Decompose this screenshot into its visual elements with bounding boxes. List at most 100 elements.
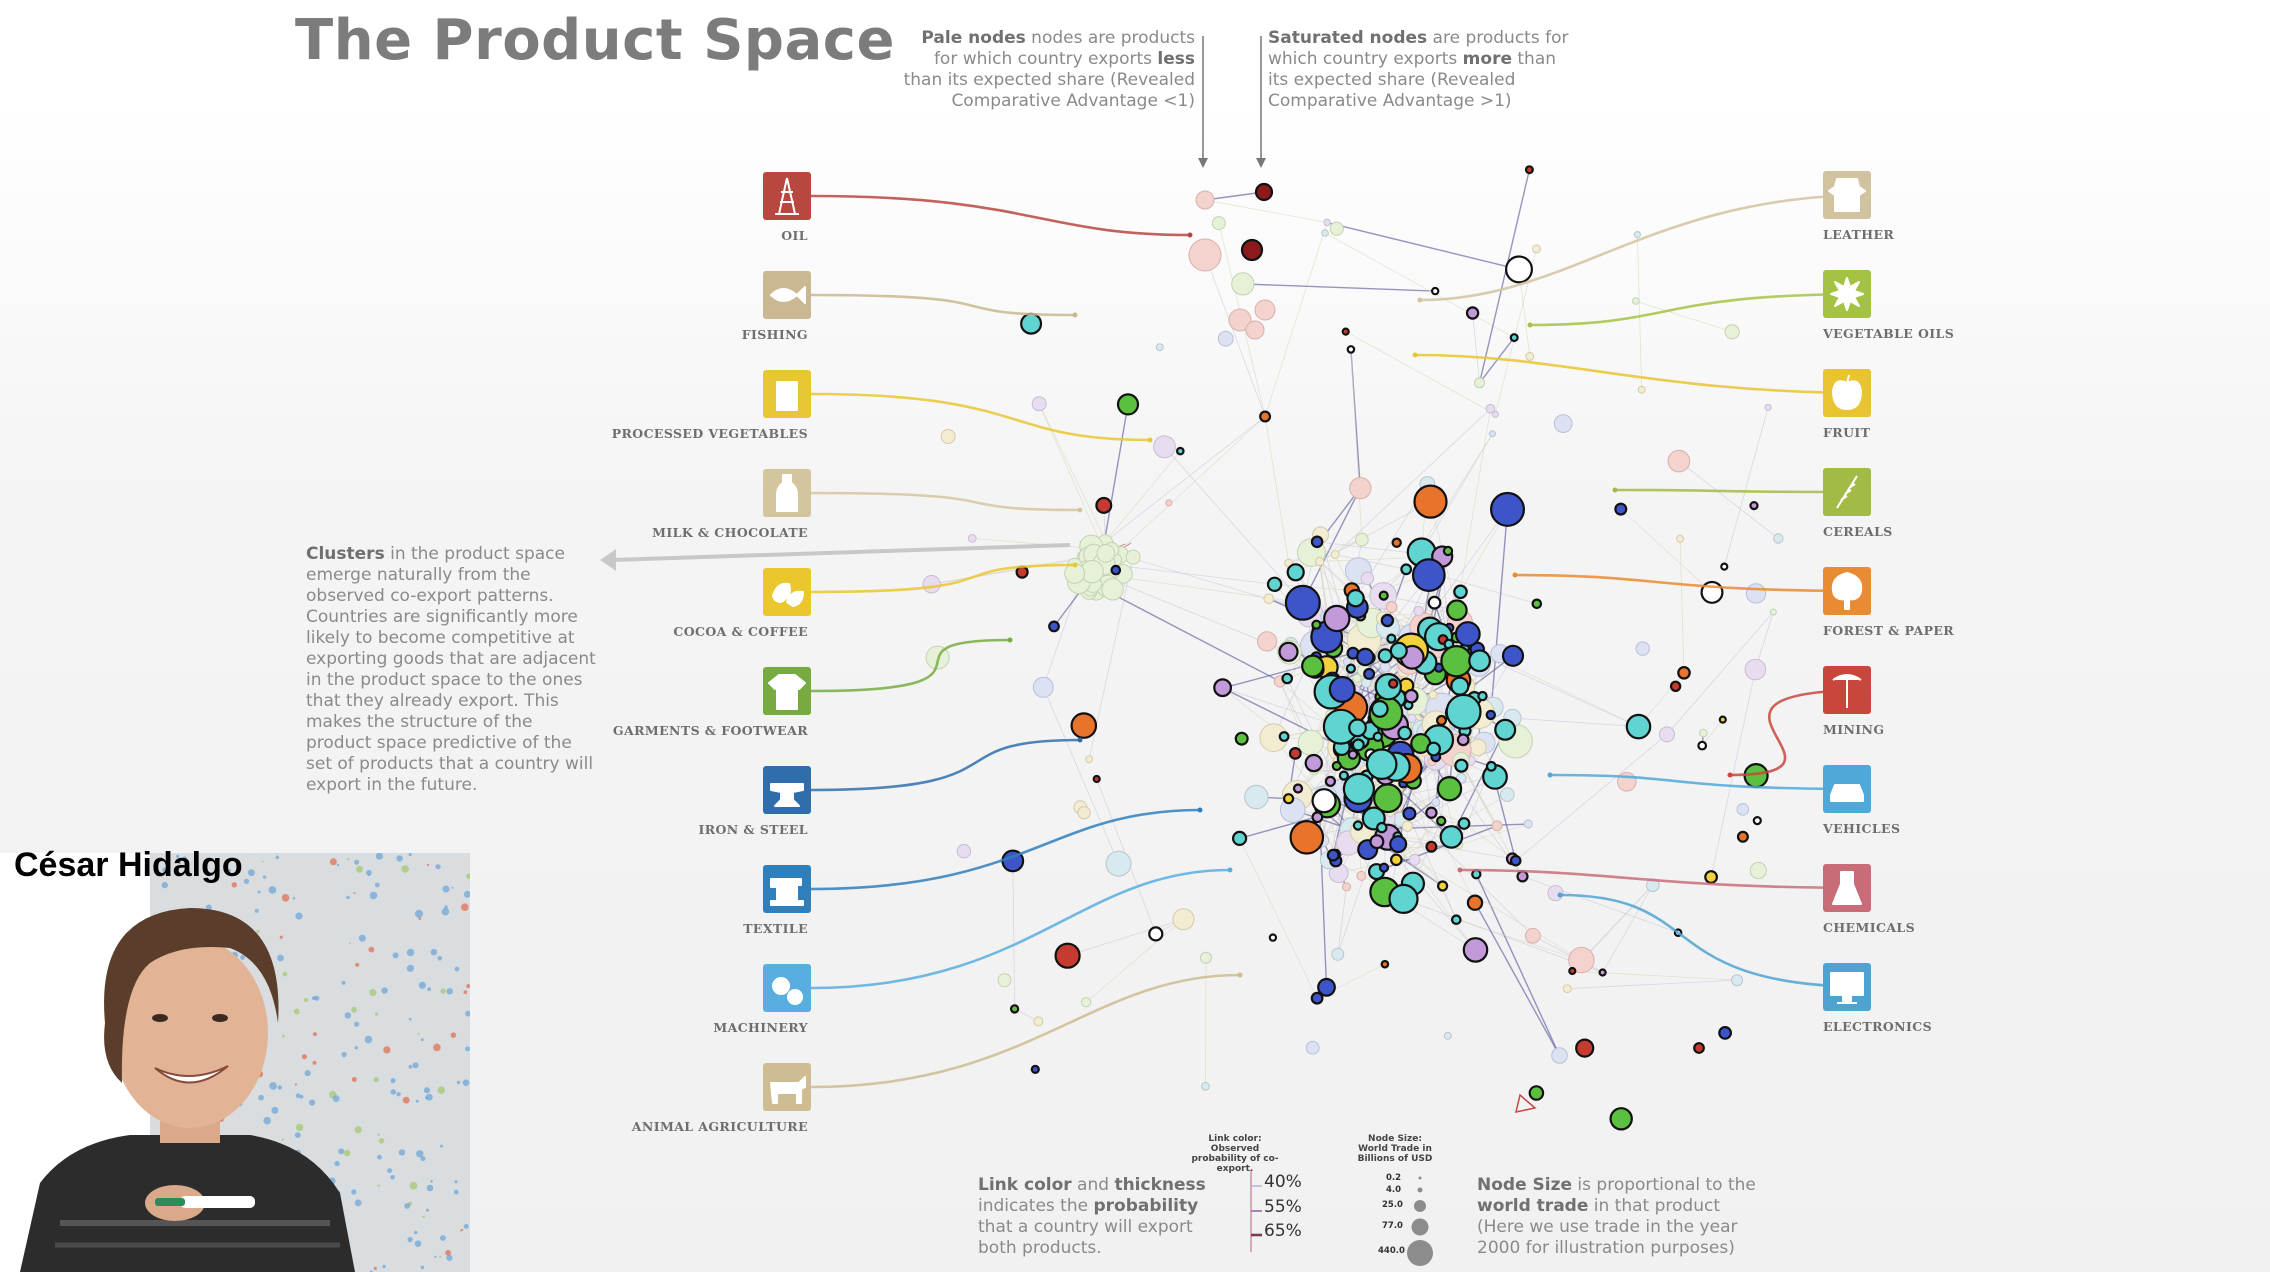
product-node-pale-purple — [1153, 435, 1176, 459]
network-link — [1164, 446, 1304, 604]
product-node-red — [1288, 747, 1302, 760]
network-link — [1442, 885, 1457, 920]
anvil-icon — [770, 783, 804, 807]
network-link — [1431, 572, 1537, 605]
network-link — [1042, 687, 1119, 864]
product-node-pale-green — [1297, 729, 1324, 756]
product-node-purple — [1749, 501, 1759, 511]
product-node-orange — [1435, 714, 1447, 726]
connector-textile — [810, 808, 1201, 891]
clusters-arrow-head — [600, 549, 616, 571]
product-node-purple — [1456, 733, 1470, 747]
connector-end — [1512, 572, 1518, 578]
category-label-forest-paper: FOREST & PAPER — [1823, 623, 1955, 638]
connector-fruit — [1414, 353, 1872, 395]
network-link — [1274, 583, 1352, 591]
product-node-cyan — [1453, 584, 1468, 600]
product-node-pale-purple — [1360, 571, 1375, 585]
product-node-purple — [1311, 811, 1324, 824]
product-node-blue — [1489, 491, 1525, 527]
product-node-pale-green — [1329, 221, 1344, 236]
network-link — [1317, 816, 1337, 855]
network-link — [1104, 416, 1266, 543]
connector-end — [1197, 807, 1203, 813]
product-node-pale-green — [1769, 608, 1777, 616]
product-node-pale-yellow — [1469, 738, 1487, 757]
product-node-blue — [1310, 991, 1324, 1005]
product-node-blue — [1411, 558, 1446, 592]
product-node-cyan — [1020, 312, 1043, 335]
product-node-orange — [1259, 410, 1272, 423]
connector-leather — [1419, 193, 1872, 302]
connector-cereals — [1614, 488, 1872, 494]
category-label-electronics: ELECTRONICS — [1823, 1019, 1933, 1034]
size-value-4: 440.0 — [1378, 1246, 1405, 1256]
product-node-white — [1697, 740, 1708, 751]
category-machinery — [763, 964, 811, 1012]
connector-end — [1072, 562, 1078, 568]
product-node-green — [1435, 815, 1447, 827]
wheat-icon — [1836, 475, 1858, 509]
product-node-pale-yellow — [1263, 593, 1275, 605]
product-node-blue — [1485, 709, 1497, 721]
product-node-pale-blue — [1305, 1040, 1320, 1055]
connector-mining — [1729, 688, 1872, 777]
connector-milk-chocolate — [810, 491, 1081, 512]
product-node-blue — [1328, 675, 1356, 703]
fish-icon — [770, 286, 806, 304]
product-node-orange — [1380, 959, 1390, 969]
product-node-pale-red — [1188, 238, 1222, 272]
network-link — [1222, 687, 1331, 724]
product-node-pale-yellow — [1172, 908, 1195, 931]
product-node-red — [1341, 327, 1350, 336]
network-link — [1637, 234, 1643, 390]
connector-chemicals — [1459, 868, 1872, 890]
product-node-cyan — [1397, 725, 1413, 741]
network-link — [1337, 886, 1347, 955]
product-node-purple — [1292, 783, 1304, 794]
category-mining — [1823, 666, 1871, 714]
size-legend-dot — [1418, 1176, 1422, 1180]
connector-end — [1227, 867, 1233, 873]
category-chemicals — [1823, 864, 1871, 912]
network-link — [1204, 191, 1265, 201]
connector-garments-footwear — [810, 638, 1011, 693]
product-node-pale-green — [1200, 951, 1212, 964]
product-node-cyan — [1494, 718, 1517, 741]
network-link — [1389, 835, 1476, 951]
apple-icon — [1832, 374, 1862, 410]
product-node-cyan — [1468, 649, 1491, 673]
clusters-arrow-line — [611, 543, 1071, 562]
product-node-cyan — [1281, 672, 1293, 685]
product-node-pale-purple — [1491, 410, 1499, 418]
product-node-purple — [1404, 688, 1419, 704]
product-node-cyan — [1266, 576, 1283, 593]
connector-end — [1007, 637, 1013, 643]
product-node-red — [1054, 942, 1081, 969]
product-node-green — [1311, 619, 1322, 630]
product-node-blue — [1378, 862, 1390, 873]
product-node-green — [1234, 731, 1249, 746]
product-node-pale-purple — [922, 575, 941, 594]
product-node-pale-yellow — [1315, 556, 1325, 567]
product-node-blue — [1389, 835, 1408, 854]
connector-machinery — [810, 868, 1231, 990]
product-node-yellow — [1282, 793, 1295, 805]
connector-animal-agriculture — [810, 973, 1241, 1089]
connector-forest-paper — [1514, 573, 1872, 593]
product-node-orange — [1413, 484, 1448, 519]
connector-end — [1077, 737, 1083, 743]
product-node-cyan — [1370, 700, 1389, 718]
network-link — [1512, 717, 1639, 727]
product-node-blue — [1030, 1064, 1040, 1075]
category-label-garments-footwear: GARMENTS & FOOTWEAR — [612, 723, 808, 738]
network-link — [1067, 918, 1184, 957]
product-node-pale-yellow — [1676, 534, 1685, 543]
category-iron-steel — [763, 766, 811, 814]
product-node-pale-green — [1724, 324, 1740, 340]
product-node-pale-yellow — [1330, 550, 1340, 559]
category-label-machinery: MACHINERY — [713, 1020, 808, 1035]
network-link — [1204, 199, 1328, 223]
product-node-purple — [1462, 937, 1489, 963]
network-link — [1475, 873, 1561, 1056]
